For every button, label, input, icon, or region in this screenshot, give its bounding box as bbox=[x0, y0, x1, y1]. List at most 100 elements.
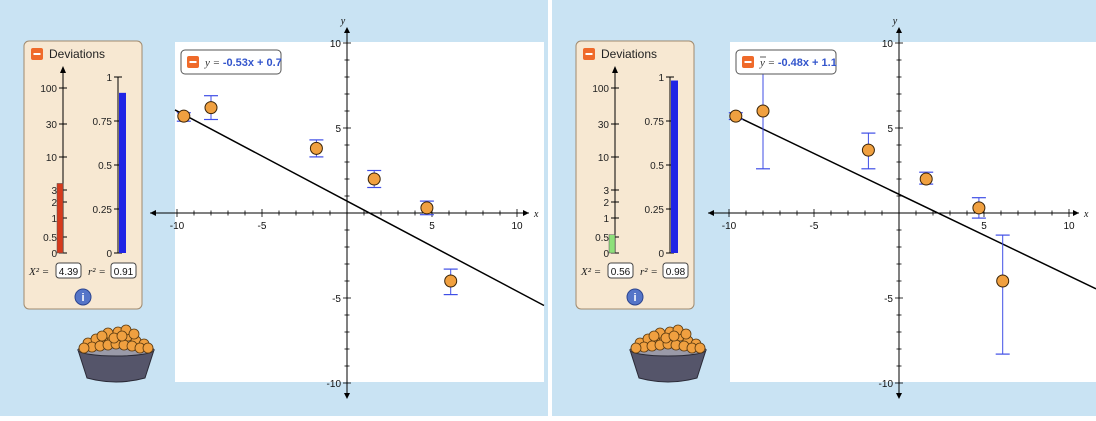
equation-box-bg bbox=[180, 49, 282, 75]
info-button[interactable]: i bbox=[626, 288, 644, 306]
bowl-of-points-icon[interactable] bbox=[77, 324, 155, 383]
data-point[interactable] bbox=[420, 201, 434, 215]
r-squared-value: 0.91 bbox=[114, 267, 134, 278]
graph-area[interactable] bbox=[175, 42, 544, 382]
deviations-toggle[interactable] bbox=[583, 48, 595, 60]
bowl-point bbox=[128, 328, 140, 340]
deviations-toggle[interactable] bbox=[31, 48, 43, 60]
data-point[interactable] bbox=[861, 143, 875, 157]
equation-box[interactable]: y = -0.48x + 1.1 bbox=[735, 49, 837, 75]
error-bar[interactable] bbox=[995, 234, 1010, 355]
chi-square-readout-label: X² = bbox=[28, 266, 49, 278]
graph[interactable]: x y -10 -5 5 10 10 5 -5 -10 y = -0.53x + 0.7 bbox=[150, 16, 545, 399]
y-axis-top-arrow-icon bbox=[896, 27, 902, 33]
r-squared-readout-label: r² = bbox=[88, 266, 106, 278]
y-tick-label: 5 bbox=[335, 124, 341, 135]
equation-text: y = -0.48x + 1.1 bbox=[759, 57, 837, 69]
y-axis-name: y bbox=[892, 16, 898, 27]
equation-box[interactable]: y = -0.53x + 0.7 bbox=[180, 49, 282, 75]
readouts: X² = 4.39 r² = 0.91 bbox=[28, 262, 137, 279]
chi-square-value: 0.56 bbox=[611, 267, 631, 278]
chi-square-tick-label: 1 bbox=[603, 214, 609, 225]
deviations-label: Deviations bbox=[601, 47, 657, 61]
r-squared-bar bbox=[119, 92, 126, 253]
y-axis-top-arrow-icon bbox=[344, 27, 350, 33]
x-tick-label: -5 bbox=[258, 221, 267, 232]
x-tick-label: 5 bbox=[981, 221, 987, 232]
data-point[interactable] bbox=[177, 109, 191, 123]
y-axis-bottom-arrow-icon bbox=[344, 393, 350, 399]
r-squared-bar bbox=[671, 80, 678, 254]
data-point[interactable] bbox=[996, 274, 1010, 288]
data-point[interactable] bbox=[309, 141, 323, 155]
panel-right-canvas: Deviations10030103210.5010.750.50.250X² … bbox=[575, 16, 1096, 399]
graph-area[interactable] bbox=[730, 42, 1096, 382]
equation-prefix: y = bbox=[759, 57, 778, 69]
equation-box-bg bbox=[735, 49, 837, 75]
regression-line[interactable] bbox=[174, 109, 545, 307]
chi-square-scale: 100 30 10 32 1 0.5 0 bbox=[40, 66, 67, 260]
panel-left: Deviations 100 30 10 3 2 1 0.5 0 1 0.75 0.5 0.25 0 X² … bbox=[0, 0, 548, 416]
x-tick-label: -10 bbox=[170, 221, 185, 232]
data-point[interactable] bbox=[972, 201, 986, 215]
data-point[interactable] bbox=[204, 101, 218, 115]
x-tick-label: 10 bbox=[511, 221, 523, 232]
x-tick-label: -5 bbox=[810, 221, 819, 232]
r-squared-tick-label: 0 bbox=[106, 249, 112, 260]
r-squared-scale: 1 0.75 0.5 0.25 0 bbox=[93, 73, 126, 260]
data-point[interactable] bbox=[367, 172, 381, 186]
axes: x y -10 -5 5 10 10 5 -5 -10 bbox=[150, 16, 539, 399]
x-axis-name: x bbox=[1083, 209, 1089, 220]
x-axis-left-arrow-icon bbox=[150, 210, 156, 216]
y-tick-label: 10 bbox=[330, 39, 342, 50]
y-tick-label: 10 bbox=[882, 39, 894, 50]
data-point[interactable] bbox=[729, 109, 743, 123]
panel-right: Deviations 100 30 10 3 2 1 0.5 0 1 0.75 0.5 0.25 0 X² … bbox=[552, 0, 1096, 416]
graph[interactable]: x y -10 -5 5 10 10 5 -5 -10 y = -0.48x + 1.1 bbox=[708, 16, 1096, 399]
data-point[interactable] bbox=[444, 274, 458, 288]
chi-square-value: 4.39 bbox=[59, 267, 79, 278]
equation-value: -0.48x + 1.1 bbox=[778, 57, 837, 69]
deviations-card-bg bbox=[575, 40, 695, 310]
r-squared-value-box bbox=[662, 262, 689, 279]
x-tick-label: 5 bbox=[429, 221, 435, 232]
data-point[interactable] bbox=[919, 172, 933, 186]
r-squared-tick-label: 0.5 bbox=[650, 161, 664, 172]
y-axis-bottom-arrow-icon bbox=[896, 393, 902, 399]
regression-line[interactable] bbox=[729, 112, 1096, 290]
x-axis-name: x bbox=[533, 209, 539, 220]
chi-square-tick-label: 1 bbox=[51, 214, 57, 225]
chi-square-axis-arrow-icon bbox=[60, 66, 66, 73]
chi-square-tick-label: 0 bbox=[51, 249, 57, 260]
r-squared-tick-label: 0.75 bbox=[645, 117, 665, 128]
info-icon[interactable] bbox=[74, 288, 92, 306]
r-squared-tick-label: 0 bbox=[658, 249, 664, 260]
bowl-point bbox=[668, 330, 680, 342]
y-tick-label: 5 bbox=[887, 124, 893, 135]
minus-icon-bar bbox=[189, 61, 197, 63]
chi-square-bar bbox=[608, 234, 616, 254]
bowl-point bbox=[648, 330, 660, 342]
chi-square-tick-label: 2 bbox=[51, 198, 57, 209]
r-squared-value: 0.98 bbox=[666, 267, 686, 278]
r-squared-scale: 1 0.75 0.5 0.25 0 bbox=[645, 73, 678, 260]
r-squared-tick-label: 0.25 bbox=[93, 205, 113, 216]
chi-square-tick-label: 30 bbox=[598, 120, 610, 131]
chi-square-tick-label: 2 bbox=[603, 198, 609, 209]
info-icon[interactable] bbox=[626, 288, 644, 306]
bowl-of-points-icon[interactable] bbox=[629, 324, 707, 383]
deviations-label: Deviations bbox=[49, 47, 105, 61]
chi-square-readout-label: X² = bbox=[580, 266, 601, 278]
panel-left-canvas: Deviations10030103210.5010.750.50.250X² … bbox=[23, 16, 545, 399]
chi-square-value-box bbox=[55, 262, 82, 279]
y-tick-label: -5 bbox=[332, 294, 341, 305]
x-axis-right-arrow-icon bbox=[523, 210, 529, 216]
chi-square-tick-label: 0 bbox=[603, 249, 609, 260]
equation-text: y = -0.53x + 0.7 bbox=[204, 57, 282, 69]
r-squared-tick-label: 1 bbox=[658, 73, 664, 84]
minus-icon-bar bbox=[585, 53, 593, 55]
equation-prefix: y = bbox=[204, 57, 223, 69]
info-button[interactable]: i bbox=[74, 288, 92, 306]
r-squared-tick-label: 1 bbox=[106, 73, 112, 84]
data-point[interactable] bbox=[756, 104, 770, 118]
